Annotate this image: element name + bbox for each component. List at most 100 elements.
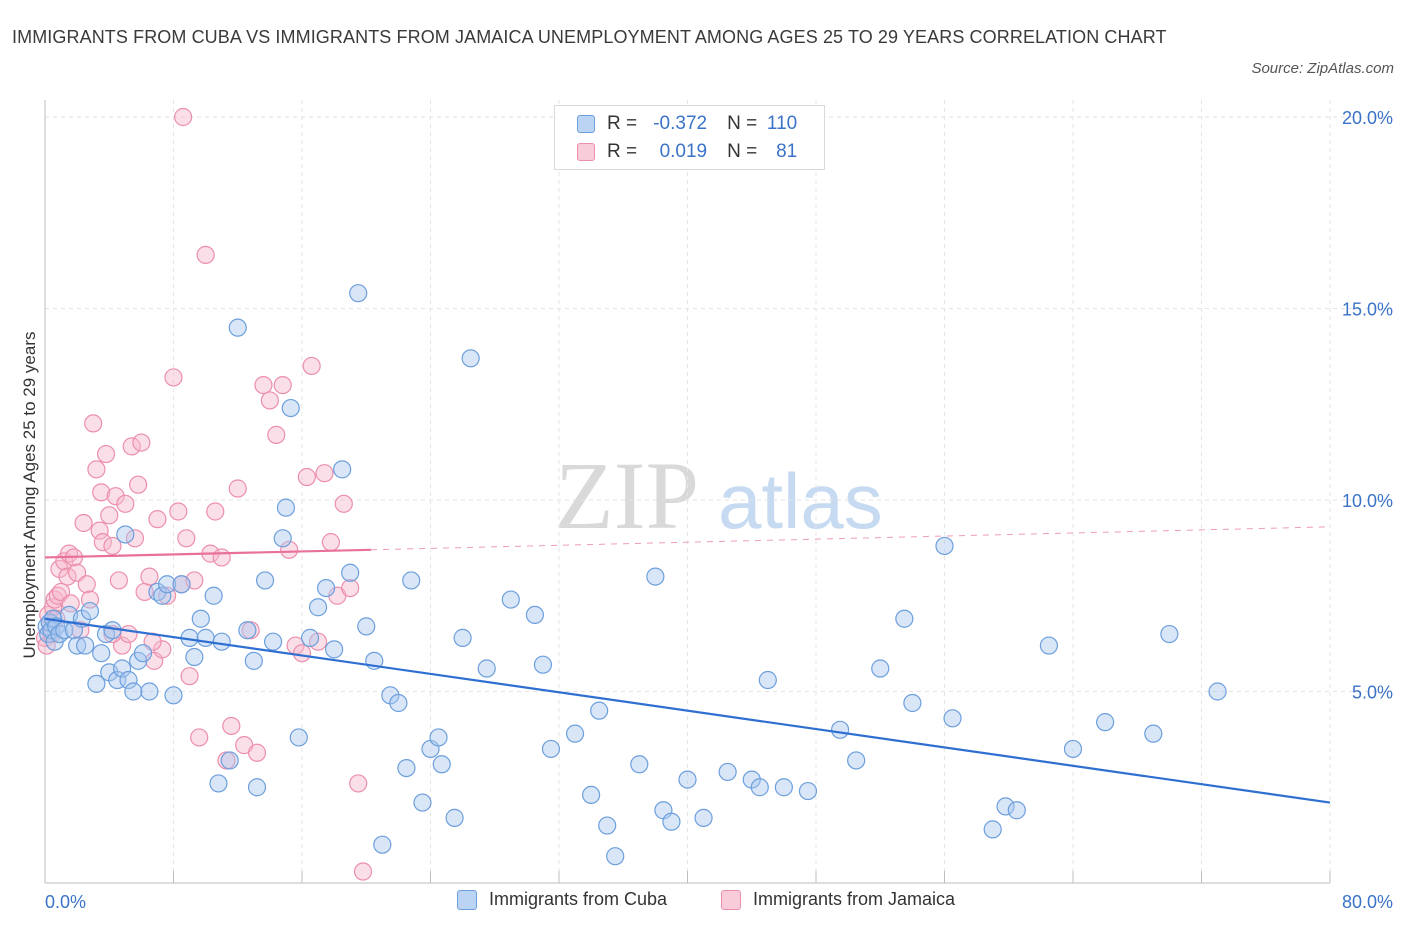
bottom-legend-jamaica: Immigrants from Jamaica [721,889,955,910]
jamaica-r-value: 0.019 [659,141,708,162]
cuba-point [373,835,392,854]
jamaica-point [74,513,93,533]
cuba-point [300,628,320,647]
cuba-point [164,686,183,705]
jamaica-n-value: 81 [776,141,798,162]
cuba-point [341,563,360,582]
cuba-point [774,778,793,797]
jamaica-point [190,728,209,747]
cuba-point [477,659,496,678]
cuba-point [273,529,292,548]
jamaica-point [222,716,241,736]
cuba-point [413,793,432,812]
cuba-n-value: 110 [766,113,798,134]
cuba-point [1096,713,1115,732]
jamaica-point [169,502,188,521]
cuba-point [429,728,448,747]
cuba-point [432,755,451,774]
cuba-point [541,739,561,759]
cuba-point [316,578,336,598]
jamaica-point [93,533,112,552]
jamaica-point [87,460,106,479]
jamaica-point [267,425,286,444]
legend-row-jamaica: R = 0.019 N = 81 [577,139,797,165]
cuba-point [943,709,962,728]
jamaica-point [247,743,267,762]
cuba-point [119,670,138,690]
cuba-point [1160,624,1179,644]
cuba-point [357,617,376,636]
cuba-point [606,847,625,866]
jamaica-point [129,475,148,494]
cuba-point [191,609,210,628]
cuba-point [76,636,95,655]
cuba-point [565,724,585,743]
cuba-point [276,498,296,517]
cuba-point [255,571,275,590]
chart-title: IMMIGRANTS FROM CUBA VS IMMIGRANTS FROM … [12,27,1167,47]
cuba-point [1208,682,1227,701]
cuba-point [389,693,408,713]
cuba-point [349,284,368,303]
jamaica-point [196,245,215,264]
cuba-point [830,720,850,739]
jamaica-point [321,533,341,552]
cuba-point [895,609,914,628]
cuba-point [112,659,132,678]
cuba-point [758,670,777,690]
cuba-point [678,770,697,789]
jamaica-point [116,494,135,513]
y-tick-label: 20.0% [1342,108,1393,128]
jamaica-point [349,774,368,793]
cuba-point [172,575,191,594]
jamaica-point [273,376,292,395]
cuba-point [153,586,172,605]
jamaica-point [228,479,247,498]
jamaica-point [92,483,111,502]
cuba-point [582,785,601,805]
cuba-point [247,778,267,797]
jamaica-n-label: N = [727,141,758,162]
cuba-point [935,536,954,556]
bottom-legend-cuba: Immigrants from Cuba [457,889,667,910]
cuba-point [124,682,143,701]
cuba-point [157,575,177,594]
cuba-point [238,621,257,640]
jamaica-legend-swatch [721,889,741,910]
cuba-n-label: N = [727,113,758,134]
cuba-point [750,778,769,797]
cuba-point [1007,801,1026,820]
jamaica-point [106,487,125,506]
cuba-point [903,693,922,713]
cuba-point [325,640,344,659]
cuba-legend-swatch [457,889,477,910]
jamaica-point [334,494,353,513]
cuba-point [533,655,553,674]
cuba-point [281,398,300,418]
jamaica-swatch [577,143,595,161]
jamaica-point [297,467,316,487]
cuba-point [185,647,204,667]
cuba-legend-label: Immigrants from Cuba [489,889,668,909]
cuba-series [37,284,1227,866]
jamaica-point [61,594,80,613]
jamaica-series [35,107,373,881]
cuba-point [525,605,545,625]
trend-lines [44,526,1331,804]
cuba-point [133,644,153,663]
cuba-point [263,632,283,651]
cuba-point [209,774,228,793]
cuba-point [598,816,617,835]
cuba-point [1144,724,1163,743]
cuba-point [798,781,818,801]
cuba-point [220,751,239,770]
jamaica-point [77,575,96,594]
correlation-legend: R = -0.372 N = 110 R = 0.019 N = 81 [554,105,825,170]
cuba-point [1063,739,1083,759]
jamaica-point [180,667,199,686]
cuba-point [1039,636,1059,655]
watermark-atlas: atlas [718,457,883,545]
jamaica-point [260,391,279,410]
jamaica-point [125,529,145,548]
cuba-point [461,349,480,368]
